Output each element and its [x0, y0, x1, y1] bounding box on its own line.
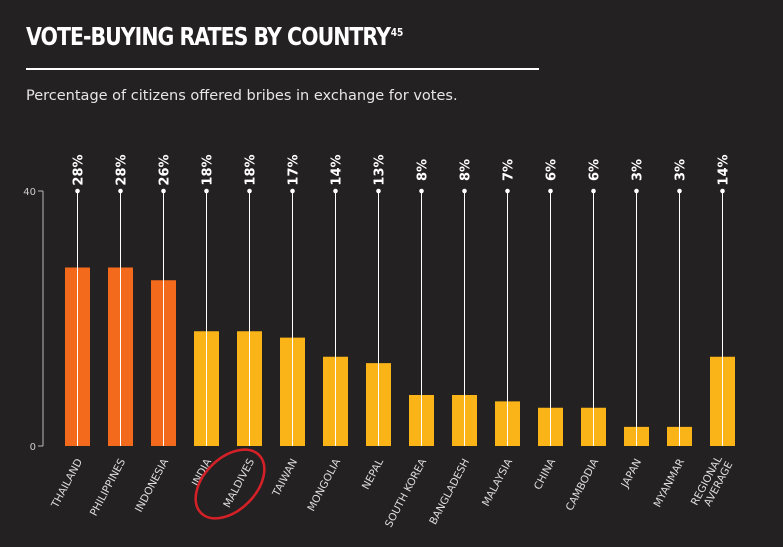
- leader-dot-china: [548, 188, 553, 194]
- leader-dot-cambodia: [591, 188, 596, 194]
- leader-dot-malaysia: [505, 188, 510, 194]
- leader-dot-bangladesh: [462, 188, 467, 194]
- leader-dot-nepal: [376, 188, 381, 194]
- title-divider: [26, 68, 539, 70]
- leader-dot-regional-average: [720, 188, 725, 194]
- leader-dot-maldives: [247, 188, 252, 194]
- category-label-myanmar: MYANMAR: [652, 457, 688, 510]
- leader-dot-japan: [634, 188, 639, 194]
- chart-title-text: VOTE-BUYING RATES BY COUNTRY: [26, 22, 391, 51]
- category-label-malaysia: MALAYSIA: [480, 456, 515, 508]
- highlight-circle: [194, 448, 266, 520]
- value-label-india: 18%: [201, 154, 216, 185]
- category-label-bangladesh: BANGLADESH: [427, 457, 472, 527]
- leader-dot-mongolia: [333, 188, 338, 194]
- category-label-japan: JAPAN: [619, 457, 645, 491]
- value-label-japan: 3%: [631, 159, 646, 181]
- category-label-regional-average: REGIONALAVERAGE: [689, 454, 736, 513]
- category-label-nepal: NEPAL: [360, 457, 386, 492]
- chart-subtitle: Percentage of citizens offered bribes in…: [26, 88, 458, 104]
- category-label-india: INDIA: [190, 456, 215, 488]
- value-label-philippines: 28%: [115, 154, 130, 185]
- value-label-taiwan: 17%: [287, 154, 302, 185]
- value-label-south-korea: 8%: [416, 159, 431, 181]
- title-footnote: 45: [390, 26, 404, 39]
- value-label-myanmar: 3%: [674, 159, 689, 181]
- value-label-nepal: 13%: [373, 154, 388, 185]
- chart-title: VOTE-BUYING RATES BY COUNTRY45: [26, 22, 403, 51]
- category-label-thailand: THAILAND: [49, 457, 85, 511]
- value-label-maldives: 18%: [244, 154, 259, 185]
- category-label-cambodia: CAMBODIA: [564, 456, 602, 513]
- leader-dot-myanmar: [677, 188, 682, 194]
- category-label-philippines: PHILIPPINES: [88, 456, 128, 518]
- leader-dot-taiwan: [290, 188, 295, 194]
- leader-dot-india: [204, 188, 209, 194]
- category-labels: THAILAND PHILIPPINES INDONESIA INDIA MALDIVE…: [49, 454, 736, 530]
- category-label-maldives: MALDIVES: [221, 456, 257, 509]
- y-tick-label-bottom: 0: [30, 442, 36, 453]
- value-label-malaysia: 7%: [502, 159, 517, 181]
- category-label-south-korea: SOUTH KOREA: [383, 456, 430, 529]
- value-label-mongolia: 14%: [330, 154, 345, 185]
- category-label-china: CHINA: [532, 456, 559, 492]
- y-axis: 40 0: [23, 187, 44, 453]
- value-label-bangladesh: 8%: [459, 159, 474, 181]
- leader-dot-philippines: [118, 188, 123, 194]
- category-label-taiwan: TAIWAN: [270, 457, 300, 499]
- value-label-thailand: 28%: [72, 154, 87, 185]
- leader-dot-indonesia: [161, 188, 166, 194]
- category-label-indonesia: INDONESIA: [133, 456, 172, 514]
- value-label-indonesia: 26%: [158, 154, 173, 185]
- value-label-regional-average: 14%: [717, 154, 732, 185]
- value-label-cambodia: 6%: [588, 159, 603, 181]
- y-tick-label-top: 40: [23, 187, 36, 198]
- value-label-china: 6%: [545, 159, 560, 181]
- category-label-mongolia: MONGOLIA: [305, 456, 343, 513]
- bars: 28% 28% 26% 18% 18% 17% 14% 13% 8% 8% 7% 6% 6% 3% 3% 14…: [65, 154, 735, 446]
- leader-dot-thailand: [75, 188, 80, 194]
- leader-dot-south-korea: [419, 188, 424, 194]
